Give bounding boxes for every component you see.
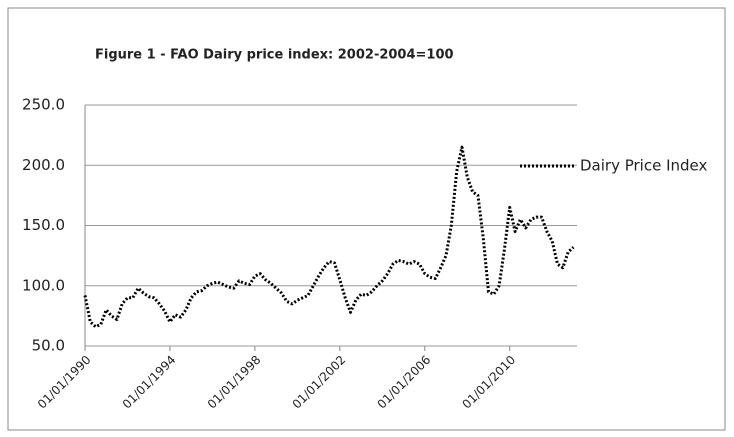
y-tick-label: 150.0 (22, 216, 65, 234)
y-tick-label: 100.0 (22, 276, 65, 294)
legend-label: Dairy Price Index (580, 157, 707, 175)
chart-title: Figure 1 - FAO Dairy price index: 2002-2… (95, 48, 454, 63)
y-tick-label: 50.0 (32, 337, 65, 355)
y-tick-label: 250.0 (22, 96, 65, 114)
chart-frame (7, 7, 726, 431)
y-tick-label: 200.0 (22, 156, 65, 174)
data-line (83, 145, 575, 329)
